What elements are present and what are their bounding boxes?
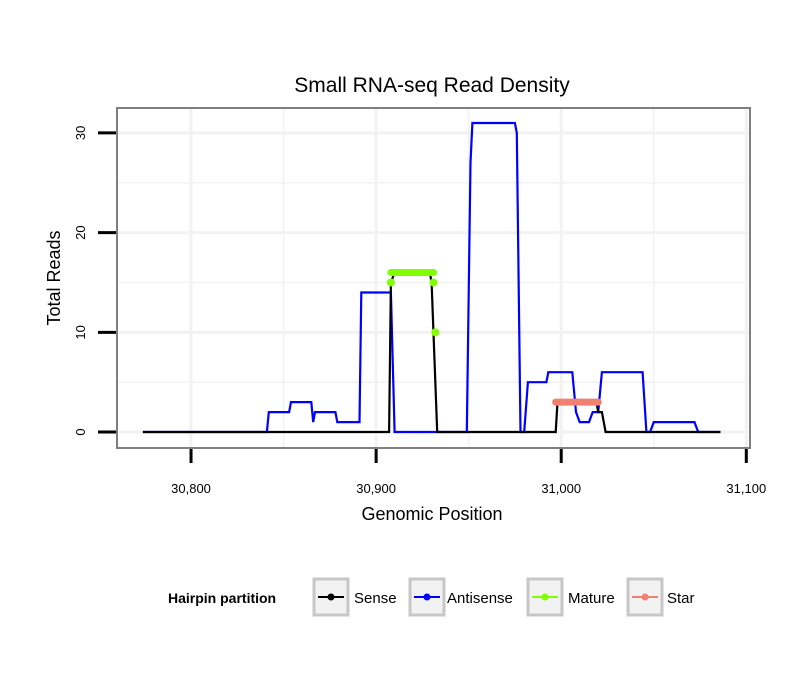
axes: 30,800 30,900 31,000 31,100 0 10 20 30 xyxy=(73,126,766,496)
legend-dot-star xyxy=(641,593,649,601)
mature-point xyxy=(386,278,395,287)
legend-dot-sense xyxy=(327,593,335,601)
legend-label-mature: Mature xyxy=(568,590,615,607)
legend-label-antisense: Antisense xyxy=(447,590,513,607)
y-tick-label: 30 xyxy=(73,126,88,140)
plot-panel xyxy=(116,107,751,449)
legend-title: Hairpin partition xyxy=(168,590,276,606)
x-tick-label: 30,900 xyxy=(356,481,396,496)
mature-point xyxy=(431,328,440,337)
legend-label-star: Star xyxy=(667,590,695,607)
legend-dot-mature xyxy=(541,593,549,601)
y-tick-label: 10 xyxy=(73,325,88,339)
y-tick-label: 20 xyxy=(73,225,88,239)
x-tick-label: 30,800 xyxy=(171,481,211,496)
y-axis-title: Total Reads xyxy=(44,230,64,325)
chart-title: Small RNA-seq Read Density xyxy=(294,74,570,97)
mature-point xyxy=(429,278,438,287)
series-marks xyxy=(386,269,602,406)
y-tick-label: 0 xyxy=(73,428,88,435)
legend-dot-antisense xyxy=(423,593,431,601)
legend-label-sense: Sense xyxy=(354,590,397,607)
x-tick-label: 31,000 xyxy=(541,481,581,496)
antisense-line xyxy=(142,121,721,434)
x-axis-title: Genomic Position xyxy=(361,504,502,524)
x-tick-label: 31,100 xyxy=(726,481,766,496)
legend: Hairpin partition Sense Antisense Mature St… xyxy=(168,577,695,617)
